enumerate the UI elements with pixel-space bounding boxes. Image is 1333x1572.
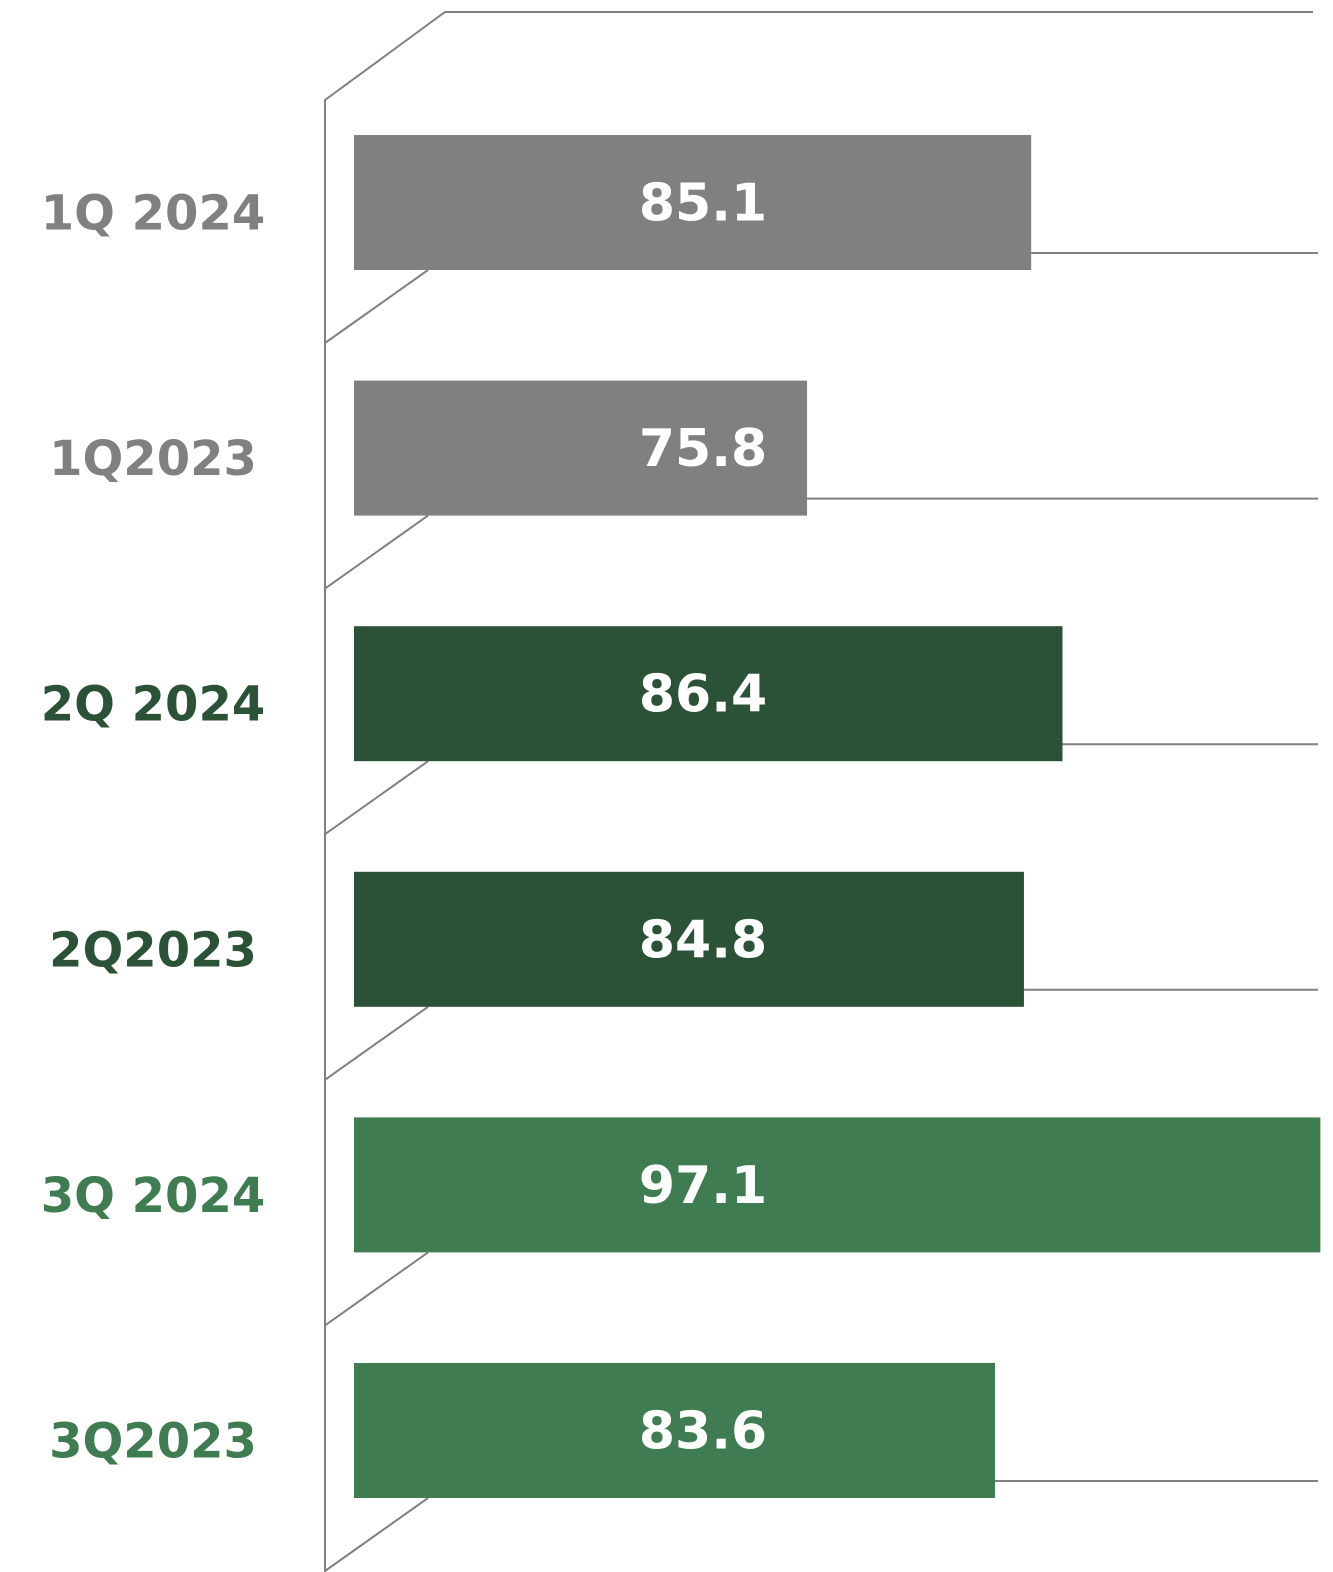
- category-label: 3Q2023: [49, 1414, 257, 1470]
- floor-line: [324, 1251, 429, 1327]
- floor-line: [324, 269, 429, 344]
- floor-line: [324, 514, 429, 590]
- value-label: 75.8: [639, 419, 767, 479]
- bar: [354, 380, 808, 516]
- value-label: 85.1: [639, 174, 767, 234]
- category-label: 1Q 2024: [41, 186, 266, 242]
- floor-line: [324, 1497, 429, 1572]
- axis-frame: [324, 11, 1313, 1572]
- value-label: 97.1: [639, 1156, 767, 1216]
- category-label: 2Q 2024: [41, 677, 266, 733]
- floor-line: [324, 1005, 429, 1081]
- value-label: 84.8: [639, 910, 767, 970]
- floor-line: [324, 760, 429, 836]
- bar: [354, 626, 1063, 762]
- category-label: 1Q2023: [49, 431, 257, 487]
- bar: [354, 1363, 996, 1498]
- bar: [354, 1117, 1321, 1253]
- bar: [354, 871, 1024, 1007]
- value-label: 83.6: [639, 1402, 767, 1462]
- bar: [354, 135, 1032, 270]
- category-label: 3Q 2024: [41, 1168, 266, 1224]
- category-label: 2Q2023: [49, 922, 257, 978]
- value-label: 86.4: [639, 665, 767, 725]
